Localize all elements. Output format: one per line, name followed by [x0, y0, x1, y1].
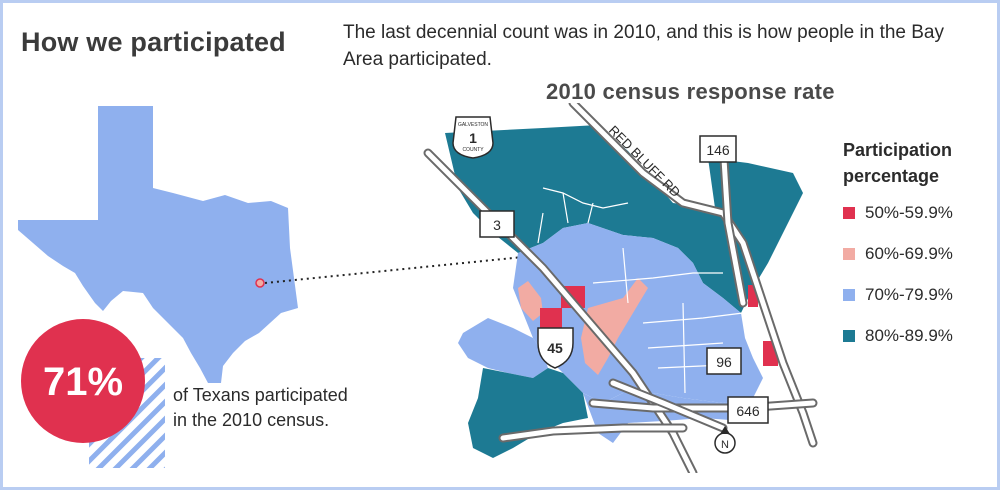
shield-146-label: 146: [706, 142, 730, 158]
tract-red-2: [540, 308, 562, 328]
legend-item-60: 60%-69.9%: [843, 244, 953, 264]
bay-area-marker: [255, 278, 265, 288]
legend-swatch-70: [843, 289, 855, 301]
legend-label-60: 60%-69.9%: [865, 244, 953, 263]
tract-region-80-south: [468, 368, 588, 458]
stat-circle: [21, 319, 145, 443]
texas-shape: [18, 106, 298, 383]
bay-area-tract-map: RED BLUFF RD 146 3 45 96 646 GALVESTON 1…: [423, 103, 818, 473]
shield-96-label: 96: [716, 354, 732, 370]
stat-value: 71%: [43, 360, 123, 404]
shield-3-label: 3: [493, 217, 501, 233]
texas-map: [18, 106, 298, 383]
legend-item-80: 80%-89.9%: [843, 326, 953, 346]
stat-graphic: 71%: [21, 319, 165, 468]
legend: 50%-59.9% 60%-69.9% 70%-79.9% 80%-89.9%: [843, 203, 953, 367]
tract-region-70-central: [513, 223, 763, 403]
legend-label-70: 70%-79.9%: [865, 285, 953, 304]
shield-646-label: 646: [736, 403, 760, 419]
connector-line: [264, 256, 524, 284]
tract-region-80-north: [445, 125, 803, 313]
county-shield-bottom: COUNTY: [462, 147, 484, 153]
tract-region-70-west: [458, 318, 548, 378]
legend-swatch-60: [843, 248, 855, 260]
shield-146: 146: [699, 135, 737, 163]
tract-region-60-west: [518, 281, 543, 321]
tract-region-60-main: [581, 278, 648, 375]
legend-label-50: 50%-59.9%: [865, 203, 953, 222]
legend-label-80: 80%-89.9%: [865, 326, 953, 345]
map-title: 2010 census response rate: [546, 79, 835, 104]
shield-45: 45: [537, 327, 574, 369]
county-shield-top: GALVESTON: [458, 122, 488, 128]
shield-96: 96: [706, 347, 742, 375]
shield-646: 646: [727, 396, 769, 424]
intro-text: The last decennial count was in 2010, an…: [343, 22, 944, 70]
stat-text: of Texans participated in the 2010 censu…: [173, 385, 348, 430]
county-road-shield: GALVESTON 1 COUNTY: [452, 116, 494, 159]
shield-45-label: 45: [547, 340, 563, 356]
legend-swatch-50: [843, 207, 855, 219]
tract-red-3: [748, 285, 758, 307]
legend-item-70: 70%-79.9%: [843, 285, 953, 305]
shield-3: 3: [479, 210, 515, 238]
legend-swatch-80: [843, 330, 855, 342]
county-shield-number: 1: [469, 130, 477, 146]
legend-title: Participation percentage: [843, 140, 953, 186]
north-arrow-label: N: [721, 439, 729, 451]
page-title: How we participated: [21, 27, 286, 57]
north-arrow-icon: N: [714, 426, 736, 454]
legend-item-50: 50%-59.9%: [843, 203, 953, 223]
